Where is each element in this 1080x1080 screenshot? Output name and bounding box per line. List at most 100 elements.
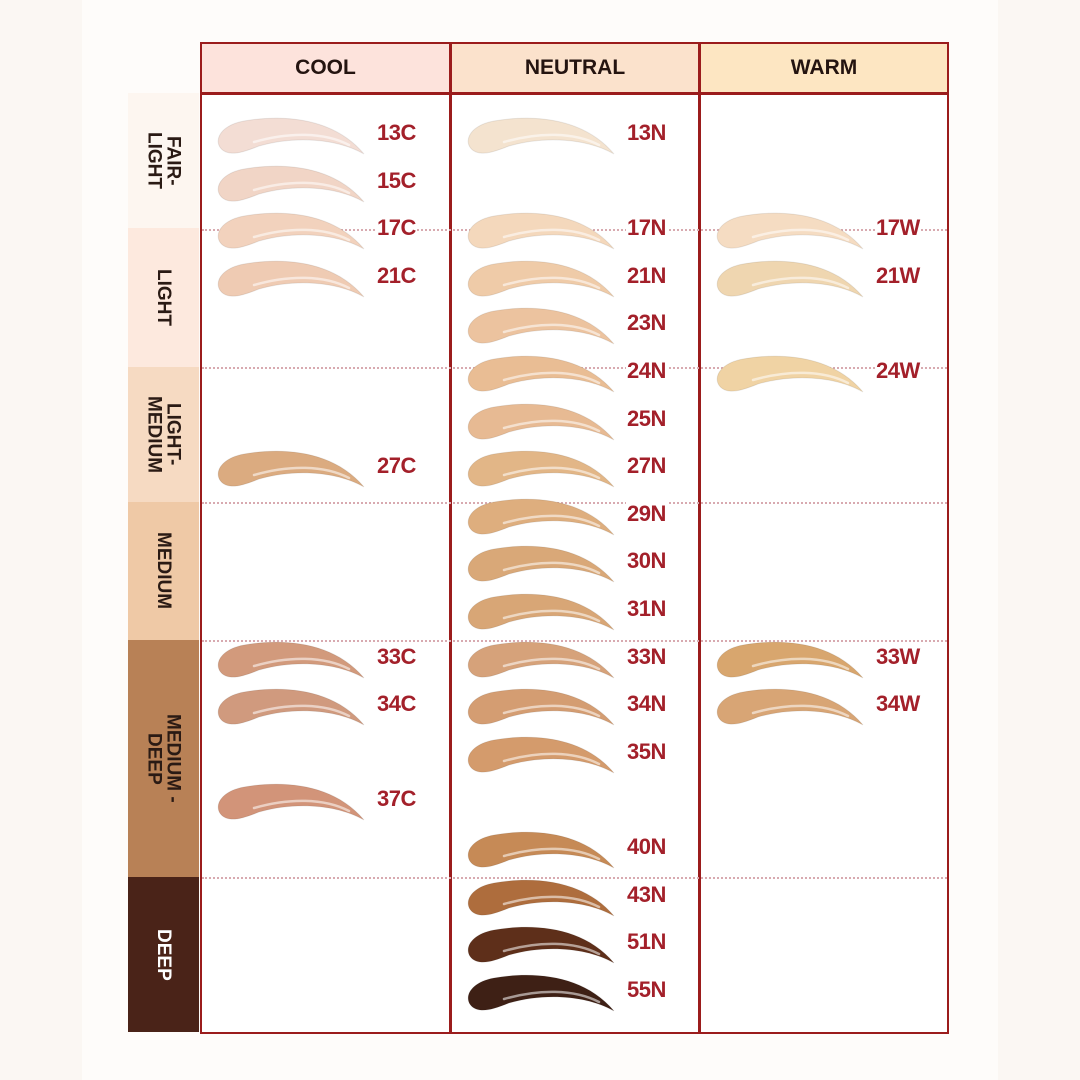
swatch-icon bbox=[467, 403, 615, 441]
shade-29n: 29N bbox=[452, 493, 687, 539]
swatch-icon bbox=[467, 879, 615, 917]
shade-34n: 34N bbox=[452, 683, 687, 729]
shade-label: 33N bbox=[626, 643, 667, 670]
shade-15c: 15C bbox=[202, 160, 437, 206]
shade-27n: 27N bbox=[452, 445, 687, 491]
swatch-icon bbox=[467, 593, 615, 631]
column-header-warm: WARM bbox=[701, 44, 947, 95]
shade-33w: 33W bbox=[701, 636, 936, 682]
depth-level-label: DEEP bbox=[153, 928, 174, 981]
depth-level-deep: DEEP bbox=[128, 877, 199, 1032]
shade-13c: 13C bbox=[202, 112, 437, 158]
shade-label: 17N bbox=[626, 215, 667, 242]
shade-label: 33C bbox=[376, 643, 417, 670]
column-header-neutral: NEUTRAL bbox=[452, 44, 698, 95]
swatch-icon bbox=[217, 117, 365, 155]
swatch-icon bbox=[716, 212, 864, 250]
shade-label: 27N bbox=[626, 453, 667, 480]
shade-label: 31N bbox=[626, 596, 667, 622]
shade-label: 17C bbox=[376, 215, 417, 242]
shade-24n: 24N bbox=[452, 350, 687, 396]
swatch-icon bbox=[217, 165, 365, 203]
shade-table: COOL NEUTRAL WARM 13C 15C 17C 21C 27C 33C 34C 3… bbox=[200, 42, 949, 1034]
depth-level-fair-light: FAIR- LIGHT bbox=[128, 93, 199, 228]
swatch-icon bbox=[467, 450, 615, 488]
shade-24w: 24W bbox=[701, 350, 936, 396]
swatch-icon bbox=[467, 736, 615, 774]
shade-label: 33W bbox=[875, 643, 921, 670]
swatch-icon bbox=[716, 260, 864, 298]
swatch-icon bbox=[716, 688, 864, 726]
depth-level-label: LIGHT bbox=[153, 269, 174, 326]
shade-label: 29N bbox=[626, 500, 667, 527]
shade-label: 25N bbox=[626, 405, 667, 432]
depth-divider bbox=[202, 877, 947, 879]
depth-level-light-medium: LIGHT- MEDIUM bbox=[128, 367, 199, 502]
column-divider bbox=[698, 44, 701, 1032]
swatch-icon bbox=[467, 212, 615, 250]
depth-divider bbox=[202, 640, 947, 642]
depth-level-label: MEDIUM bbox=[153, 532, 174, 610]
shade-33n: 33N bbox=[452, 636, 687, 682]
shade-40n: 40N bbox=[452, 826, 687, 872]
swatch-icon bbox=[217, 212, 365, 250]
shade-31n: 31N bbox=[452, 588, 687, 634]
shade-27c: 27C bbox=[202, 445, 437, 491]
swatch-icon bbox=[467, 831, 615, 869]
depth-level-label: LIGHT- MEDIUM bbox=[143, 395, 184, 474]
shade-17c: 17C bbox=[202, 207, 437, 253]
swatch-icon bbox=[217, 688, 365, 726]
column-header-cool: COOL bbox=[202, 44, 449, 95]
swatch-icon bbox=[467, 641, 615, 679]
shade-label: 43N bbox=[626, 881, 667, 908]
shade-17n: 17N bbox=[452, 207, 687, 253]
shade-label: 13N bbox=[626, 120, 667, 146]
column-divider bbox=[449, 44, 452, 1032]
swatch-icon bbox=[467, 260, 615, 298]
shade-17w: 17W bbox=[701, 207, 936, 253]
swatch-icon bbox=[217, 260, 365, 298]
shade-34w: 34W bbox=[701, 683, 936, 729]
shade-43n: 43N bbox=[452, 874, 687, 920]
swatch-icon bbox=[716, 641, 864, 679]
shade-51n: 51N bbox=[452, 921, 687, 967]
depth-level-label: FAIR- LIGHT bbox=[143, 132, 184, 189]
shade-23n: 23N bbox=[452, 302, 687, 348]
swatch-icon bbox=[217, 450, 365, 488]
shade-21n: 21N bbox=[452, 255, 687, 301]
shade-34c: 34C bbox=[202, 683, 437, 729]
shade-21c: 21C bbox=[202, 255, 437, 301]
depth-divider bbox=[202, 502, 947, 504]
shade-label: 21C bbox=[376, 262, 417, 289]
shade-label: 21W bbox=[875, 262, 921, 289]
shade-55n: 55N bbox=[452, 969, 687, 1015]
swatch-icon bbox=[217, 641, 365, 679]
shade-label: 55N bbox=[626, 976, 667, 1003]
swatch-icon bbox=[467, 688, 615, 726]
swatch-icon bbox=[467, 498, 615, 536]
shade-30n: 30N bbox=[452, 540, 687, 586]
depth-level-label: MEDIUM - DEEP bbox=[143, 714, 184, 803]
depth-level-medium: MEDIUM bbox=[128, 502, 199, 640]
shade-label: 24N bbox=[626, 358, 667, 384]
shade-label: 35N bbox=[626, 738, 667, 765]
shade-label: 34C bbox=[376, 691, 417, 718]
shade-label: 34W bbox=[875, 691, 921, 718]
swatch-icon bbox=[217, 784, 365, 821]
shade-label: 23N bbox=[626, 310, 667, 337]
shade-label: 17W bbox=[875, 215, 921, 242]
swatch-icon bbox=[467, 926, 615, 964]
shade-21w: 21W bbox=[701, 255, 936, 301]
swatch-icon bbox=[467, 117, 615, 155]
shade-label: 21N bbox=[626, 262, 667, 289]
shade-label: 27C bbox=[376, 453, 417, 480]
shade-label: 34N bbox=[626, 691, 667, 718]
shade-label: 40N bbox=[626, 834, 667, 860]
shade-label: 30N bbox=[626, 548, 667, 575]
shade-label: 15C bbox=[376, 167, 417, 194]
shade-label: 13C bbox=[376, 120, 417, 146]
swatch-icon bbox=[467, 974, 615, 1012]
shade-35n: 35N bbox=[452, 731, 687, 777]
shade-label: 24W bbox=[875, 358, 921, 384]
